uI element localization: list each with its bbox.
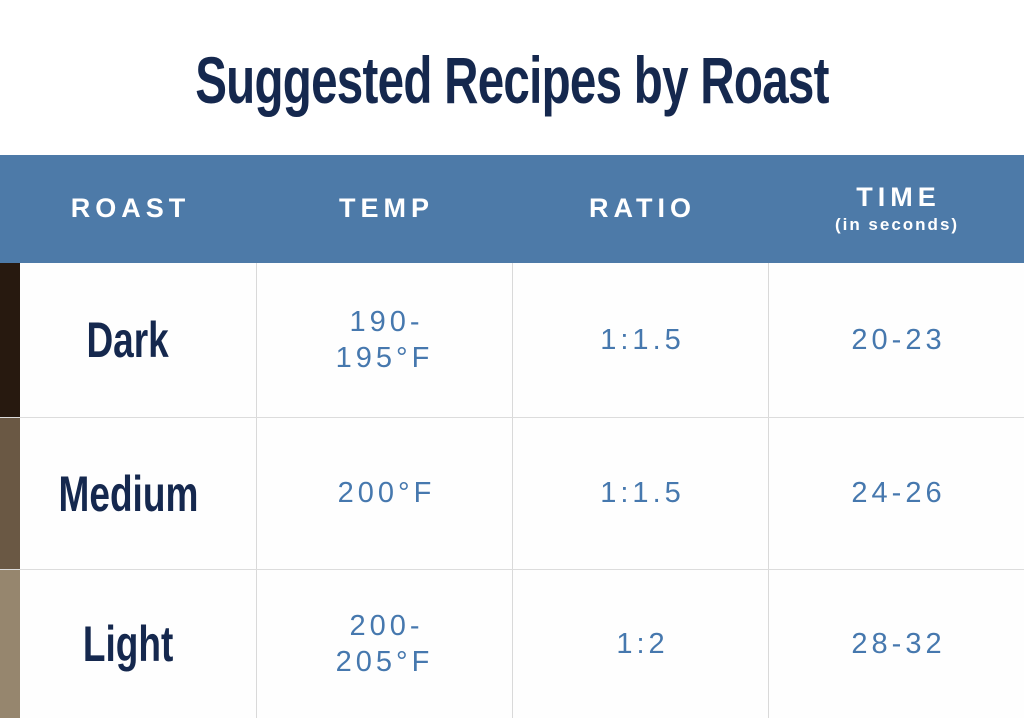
table-body: Dark 190-195°F 1:1.5 20-23 Medium 200°F … bbox=[0, 263, 1024, 718]
time-value: 24-26 bbox=[851, 477, 946, 510]
cell-roast: Medium bbox=[0, 418, 256, 569]
page-title: Suggested Recipes by Roast bbox=[0, 42, 1024, 118]
temp-value: 200-205°F bbox=[335, 609, 434, 678]
column-header-ratio-label: RATIO bbox=[589, 193, 696, 224]
column-header-time: TIME (in seconds) bbox=[768, 155, 1024, 263]
roast-name-label: Medium bbox=[58, 465, 198, 522]
cell-ratio: 1:2 bbox=[512, 570, 768, 718]
roast-name-label: Light bbox=[82, 616, 174, 672]
ratio-value: 1:2 bbox=[616, 627, 669, 660]
table-row: Dark 190-195°F 1:1.5 20-23 bbox=[0, 263, 1024, 418]
cell-time: 24-26 bbox=[768, 418, 1024, 569]
column-header-ratio: RATIO bbox=[512, 155, 768, 263]
column-header-time-subtitle: (in seconds) bbox=[834, 215, 960, 234]
cell-temp: 200°F bbox=[256, 418, 512, 569]
cell-roast: Dark bbox=[0, 263, 256, 417]
cell-time: 20-23 bbox=[768, 263, 1024, 417]
column-header-temp-label: TEMP bbox=[338, 193, 434, 224]
temp-value: 190-195°F bbox=[335, 305, 434, 374]
time-value: 20-23 bbox=[851, 323, 946, 356]
cell-ratio: 1:1.5 bbox=[512, 263, 768, 417]
ratio-value: 1:1.5 bbox=[600, 477, 685, 510]
cell-time: 28-32 bbox=[768, 570, 1024, 718]
column-header-temp: TEMP bbox=[256, 155, 512, 263]
roast-name-label: Dark bbox=[86, 312, 170, 368]
cell-temp: 200-205°F bbox=[256, 570, 512, 718]
column-header-roast: ROAST bbox=[0, 155, 256, 263]
time-value: 28-32 bbox=[851, 627, 946, 660]
cell-ratio: 1:1.5 bbox=[512, 418, 768, 569]
table-row: Light 200-205°F 1:2 28-32 bbox=[0, 570, 1024, 718]
cell-temp: 190-195°F bbox=[256, 263, 512, 417]
ratio-value: 1:1.5 bbox=[600, 323, 685, 356]
temp-value: 200°F bbox=[337, 477, 436, 510]
page-title-text: Suggested Recipes by Roast bbox=[195, 43, 829, 117]
table-header-row: ROAST TEMP RATIO TIME (in seconds) bbox=[0, 155, 1024, 263]
roast-color-swatch-dark bbox=[0, 263, 20, 417]
roast-color-swatch-medium bbox=[0, 418, 20, 569]
roast-color-swatch-light bbox=[0, 570, 20, 718]
column-header-roast-label: ROAST bbox=[70, 193, 191, 224]
table-row: Medium 200°F 1:1.5 24-26 bbox=[0, 418, 1024, 570]
column-header-time-label: TIME bbox=[856, 182, 941, 213]
cell-roast: Light bbox=[0, 570, 256, 718]
